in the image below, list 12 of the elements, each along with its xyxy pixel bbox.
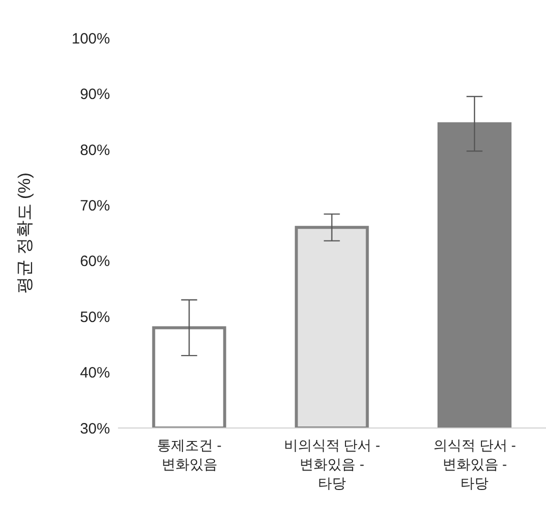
- y-tick-label: 50%: [80, 308, 110, 326]
- y-tick-label: 90%: [80, 86, 110, 104]
- x-tick-label: 통제조건 - 변화있음: [157, 437, 222, 472]
- x-tick-label: 의식적 단서 - 변화있음 - 타당: [433, 437, 516, 491]
- y-tick-label: 100%: [72, 30, 110, 48]
- y-tick-label: 80%: [80, 142, 110, 159]
- y-axis-title: 평균 정확도 (%): [15, 172, 34, 294]
- x-tick-label: 비의식적 단서 - 변화있음 - 타당: [284, 437, 381, 491]
- y-tick-label: 40%: [80, 364, 110, 382]
- y-tick-label: 30%: [80, 420, 110, 438]
- y-tick-label: 70%: [80, 197, 110, 214]
- y-tick-label: 60%: [80, 253, 110, 270]
